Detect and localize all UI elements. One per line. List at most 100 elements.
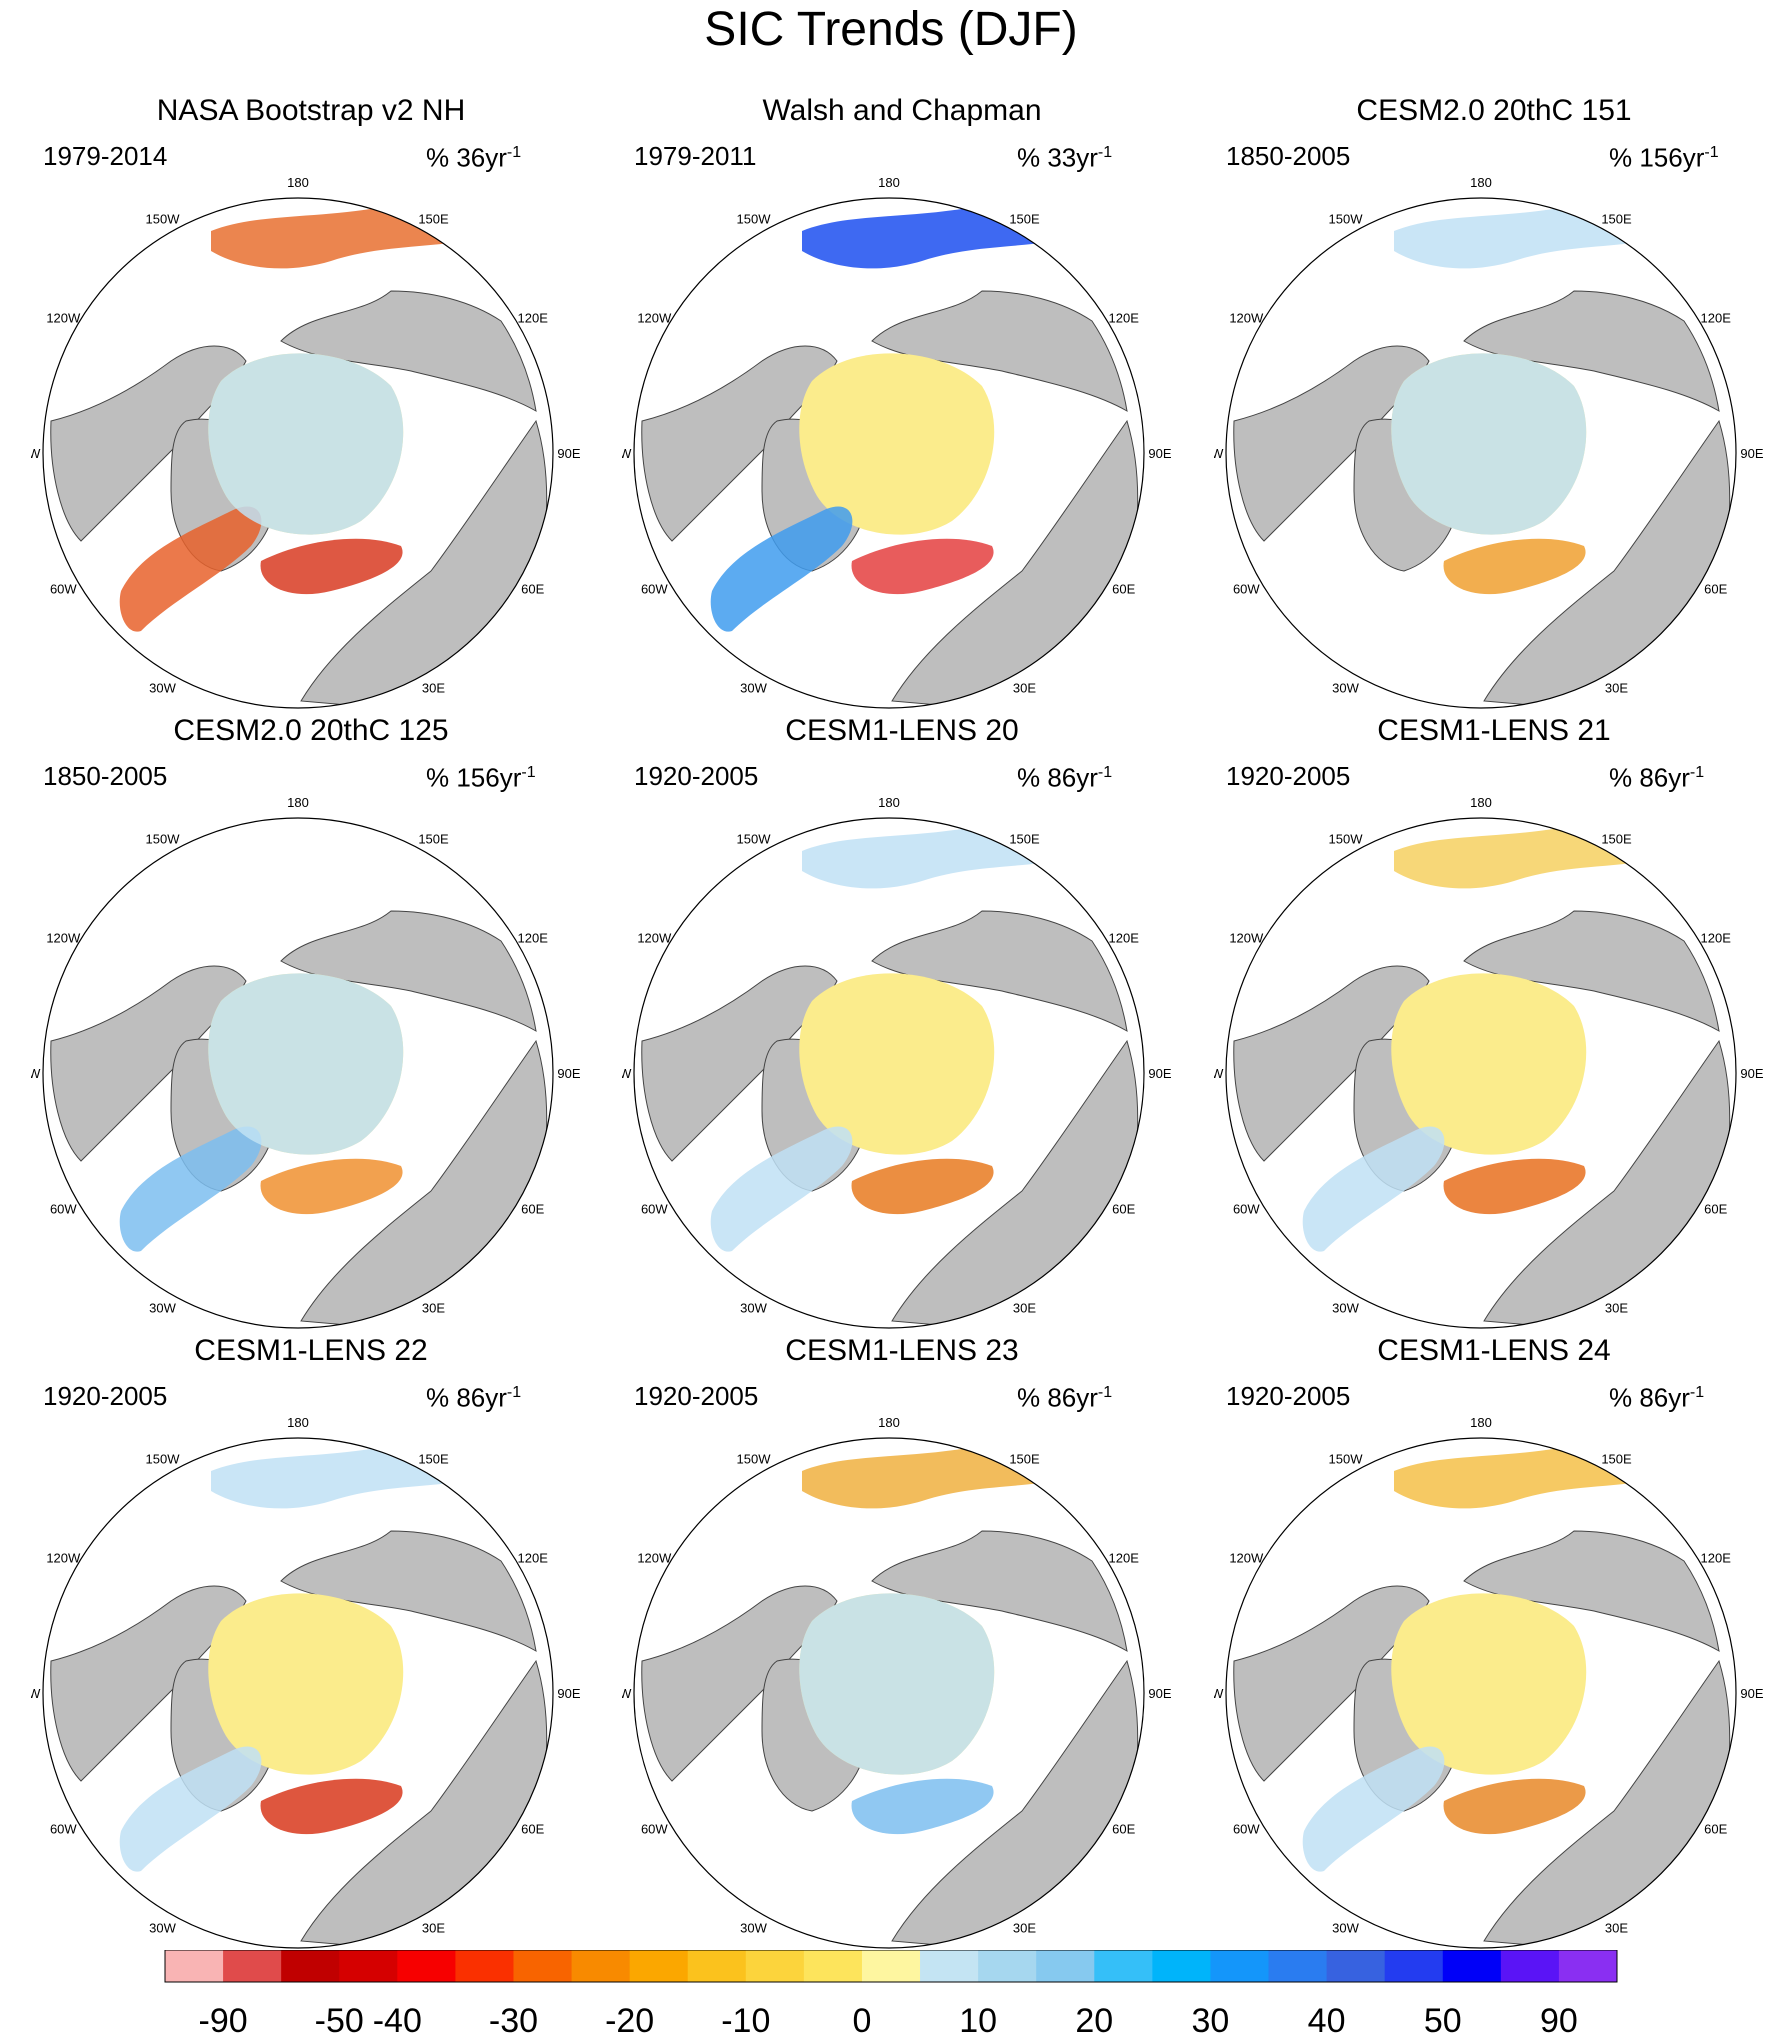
longitude-label: 120W	[46, 931, 81, 946]
panel-title: CESM1-LENS 24	[1377, 1334, 1611, 1367]
trend-patch	[1302, 1746, 1445, 1872]
land-mass	[280, 290, 537, 412]
colorbar-swatch	[1210, 1950, 1270, 1982]
units-base: % 86yr	[1017, 1382, 1098, 1413]
land-mass	[280, 1530, 537, 1652]
units-exponent: -1	[1097, 764, 1113, 781]
trend-patch	[1443, 1158, 1586, 1215]
longitude-label: 90E	[1740, 1686, 1763, 1701]
longitude-label: 150E	[1601, 1451, 1632, 1466]
longitude-label: 30W	[740, 681, 767, 696]
colorbar-swatch	[281, 1950, 340, 1982]
longitude-label: 60W	[641, 1202, 668, 1217]
colorbar-tick-label: -50	[315, 2002, 364, 2040]
land-mass	[871, 290, 1128, 412]
longitude-label: 90E	[557, 1686, 580, 1701]
panel-units: % 86yr-1	[1017, 758, 1112, 793]
sea-ice-trend	[799, 973, 995, 1155]
longitude-label: 180	[287, 175, 309, 190]
trend-patch	[710, 1126, 853, 1252]
longitude-label: 60E	[1704, 1202, 1727, 1217]
land-mass	[1463, 1530, 1720, 1652]
map-frame	[1225, 1437, 1737, 1949]
longitude-label: 60E	[521, 1822, 544, 1837]
colorbar-tick-label: 10	[959, 2002, 997, 2040]
land-mass	[1233, 965, 1430, 1162]
colorbar-swatch	[687, 1950, 747, 1982]
colorbar-tick-label: -40	[373, 2002, 422, 2040]
units-exponent: -1	[1097, 1384, 1113, 1401]
longitude-label: 150E	[1601, 211, 1632, 226]
units-base: % 86yr	[1609, 762, 1690, 793]
longitude-label: 150E	[1009, 831, 1040, 846]
longitude-label: 180	[878, 1415, 900, 1430]
trend-patch	[260, 538, 403, 595]
map-panel: 180150E120E90E60E30E030W60W90W120W150WCE…	[31, 711, 591, 1331]
panel-units: % 156yr-1	[426, 758, 536, 793]
panel-period: 1920-2005	[1226, 1381, 1351, 1411]
map-frame	[1225, 197, 1737, 709]
panel-period: 1920-2005	[634, 761, 759, 791]
panel-period: 1979-2011	[634, 141, 757, 171]
longitude-label: 90W	[1214, 446, 1224, 461]
longitude-label: 150E	[418, 211, 449, 226]
longitude-label: 150W	[737, 211, 772, 226]
map-panel: 180150E120E90E60E30E030W60W90W120W150WCE…	[1214, 1331, 1774, 1951]
units-exponent: -1	[506, 144, 522, 161]
longitude-label: 30E	[422, 1921, 445, 1936]
longitude-label: 120E	[518, 311, 549, 326]
trend-patch	[851, 538, 994, 595]
colorbar-swatch	[571, 1950, 631, 1982]
panel-title: CESM2.0 20thC 125	[173, 714, 449, 747]
trend-patch	[260, 1778, 403, 1835]
longitude-label: 120W	[1229, 311, 1264, 326]
trend-patch	[260, 1158, 403, 1215]
units-base: % 86yr	[1017, 762, 1098, 793]
longitude-label: 30E	[422, 1301, 445, 1316]
longitude-label: 60E	[1112, 1822, 1135, 1837]
longitude-label: 120W	[46, 311, 81, 326]
longitude-label: 60E	[521, 582, 544, 597]
colorbar-tick-label: 90	[1540, 2002, 1578, 2040]
colorbar: -90 -50 -40 -30 -20 -10 0 10 20 30 40 50 90	[164, 1950, 1618, 2040]
map-panel: 180150E120E90E60E30E030W60W90W120W150WWa…	[622, 91, 1182, 711]
colorbar-swatch	[1500, 1950, 1560, 1982]
sea-ice-trend	[1391, 973, 1587, 1155]
polar-map: 180150E120E90E60E30E030W60W90W120W150W	[1214, 1415, 1764, 1949]
units-exponent: -1	[1097, 144, 1113, 161]
colorbar-swatch	[803, 1950, 863, 1982]
longitude-label: 120W	[1229, 1551, 1264, 1566]
panel-period: 1920-2005	[43, 1381, 168, 1411]
land-mass	[1463, 290, 1720, 412]
longitude-label: 30E	[1605, 1301, 1628, 1316]
units-base: % 86yr	[1609, 1382, 1690, 1413]
trend-patch	[1391, 353, 1587, 535]
colorbar-tick-label: -30	[489, 2002, 538, 2040]
land-mass	[641, 965, 838, 1162]
panel-title: CESM1-LENS 23	[785, 1334, 1019, 1367]
trend-patch	[1443, 1778, 1586, 1835]
colorbar-tick-label: 50	[1424, 2002, 1462, 2040]
figure-title: SIC Trends (DJF)	[704, 3, 1078, 56]
units-exponent: -1	[506, 1384, 522, 1401]
colorbar-swatch	[1326, 1950, 1386, 1982]
polar-map: 180150E120E90E60E30E030W60W90W120W150W	[622, 1415, 1172, 1949]
colorbar-swatch	[397, 1950, 456, 1982]
colorbar-swatch	[920, 1950, 979, 1982]
longitude-label: 90E	[1148, 1686, 1171, 1701]
trend-patch	[799, 1593, 995, 1775]
longitude-label: 120W	[1229, 931, 1264, 946]
longitude-label: 120E	[1701, 1551, 1732, 1566]
longitude-label: 150E	[1601, 831, 1632, 846]
colorbar-swatch	[978, 1950, 1037, 1982]
units-base: % 33yr	[1017, 142, 1098, 173]
trend-patch	[851, 1778, 994, 1835]
colorbar-swatch	[1268, 1950, 1328, 1982]
panel-period: 1979-2014	[43, 141, 168, 171]
trend-patch	[208, 973, 404, 1155]
longitude-label: 90E	[1148, 446, 1171, 461]
colorbar-swatch	[1384, 1950, 1444, 1982]
longitude-label: 90E	[557, 1066, 580, 1081]
map-frame	[1225, 817, 1737, 1329]
longitude-label: 180	[1470, 175, 1492, 190]
